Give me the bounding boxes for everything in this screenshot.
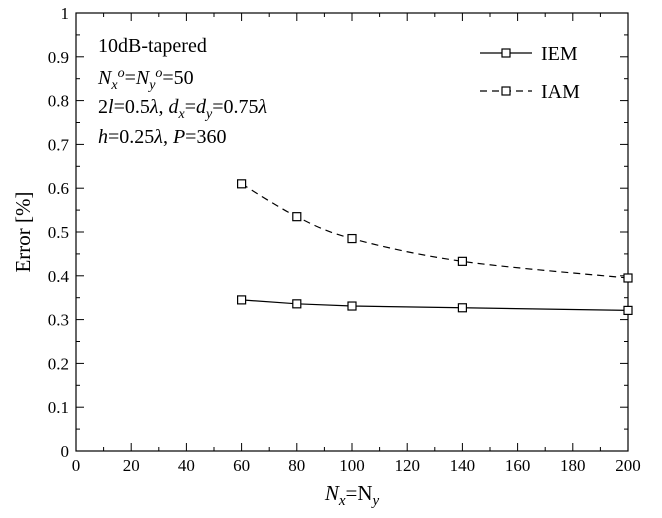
data-point-iem <box>623 305 633 316</box>
y-tick-label: 0.5 <box>48 223 69 242</box>
ann2-b-sup: o <box>155 66 162 81</box>
ann3-eq2: = <box>185 96 196 118</box>
annotation-line3: 2l=0.5λ, dx=dy=0.75λ <box>98 96 268 122</box>
legend-label-iem: IEM <box>541 43 578 65</box>
x-tick-label: 60 <box>233 456 250 475</box>
ann3-d2-sub: y <box>204 107 213 122</box>
x-label-eq: =N <box>346 481 373 505</box>
ann4-eq1: =0.25 <box>108 126 154 148</box>
ann3-l: l <box>108 96 114 118</box>
series-iam <box>237 179 633 283</box>
data-point-iam <box>292 212 302 222</box>
data-point-iem <box>237 295 247 305</box>
ann4-eq2: =360 <box>185 126 226 148</box>
series-iem <box>237 295 633 316</box>
ann3-comma: , <box>159 96 169 118</box>
legend: IEM IAM <box>480 43 580 103</box>
ann2-eq1: = <box>125 67 136 89</box>
y-tick-label: 0.1 <box>48 398 69 417</box>
ann2-b-sub: y <box>147 78 156 93</box>
y-axis-ticks <box>76 12 628 452</box>
y-tick-label: 0 <box>61 442 70 461</box>
series-layer <box>237 179 633 316</box>
ann4-lambda: λ <box>153 126 163 148</box>
annotation-line4: h=0.25λ, P=360 <box>98 126 226 148</box>
ann2-rest: =50 <box>162 67 193 89</box>
x-tick-label: 140 <box>450 456 476 475</box>
data-point-iam <box>347 233 357 244</box>
legend-marker-iam <box>501 86 511 96</box>
y-tick-label: 0.3 <box>48 311 69 330</box>
ann3-eq1: =0.5 <box>114 96 150 118</box>
ann4-comma: , <box>163 126 173 148</box>
x-tick-label: 160 <box>505 456 531 475</box>
y-tick-label: 0.4 <box>48 267 70 286</box>
x-tick-label: 80 <box>288 456 305 475</box>
x-axis-ticks <box>75 13 629 451</box>
x-label-sub1: x <box>338 493 346 509</box>
y-tick-label: 1 <box>61 4 70 23</box>
ann2-a-sup: o <box>118 66 125 81</box>
ann3-d1-sub: x <box>178 107 186 122</box>
data-point-iam <box>457 256 467 266</box>
ann4-p: P <box>172 126 185 148</box>
x-tick-label: 200 <box>615 456 641 475</box>
y-tick-label: 0.7 <box>48 135 70 154</box>
x-tick-label: 100 <box>339 456 365 475</box>
x-tick-label: 20 <box>123 456 140 475</box>
x-tick-label: 120 <box>394 456 420 475</box>
x-label-sub2: y <box>371 493 380 509</box>
ann4-h: h <box>98 126 108 148</box>
ann2-a: N <box>97 67 113 89</box>
x-label-n1: N <box>324 481 340 505</box>
y-tick-label: 0.2 <box>48 354 69 373</box>
x-axis-label: Nx=Ny <box>324 481 380 509</box>
data-point-iam <box>237 179 247 189</box>
data-point-iem <box>292 299 302 309</box>
y-axis-label: Error [%] <box>11 191 35 272</box>
ann2-b: N <box>135 67 151 89</box>
data-point-iam <box>623 273 633 283</box>
y-tick-label: 0.9 <box>48 48 69 67</box>
y-axis-tick-labels: 0 0.1 0.2 0.3 0.4 0.5 0.6 0.7 0.8 0.9 1 <box>48 4 70 461</box>
ann3-lambda1: λ <box>149 96 159 118</box>
x-tick-label: 180 <box>560 456 586 475</box>
ann3-d2: d <box>196 96 207 118</box>
annotation-line1: 10dB-tapered <box>98 35 207 57</box>
annotation-line2: Nxo=Nyo=50 <box>97 66 194 93</box>
ann3-lambda2: λ <box>258 96 268 118</box>
annotation-block: 10dB-tapered Nxo=Nyo=50 2l=0.5λ, dx=dy=0… <box>97 35 268 148</box>
data-point-iem <box>457 303 467 313</box>
series-line-iam <box>241 183 629 279</box>
legend-label-iam: IAM <box>541 81 580 103</box>
data-point-iem <box>347 301 357 311</box>
legend-marker-iem <box>501 48 511 58</box>
x-tick-label: 0 <box>72 456 81 475</box>
ann3-two: 2 <box>98 96 108 118</box>
ann2-a-sub: x <box>110 78 118 93</box>
y-tick-label: 0.8 <box>48 92 69 111</box>
ann3-eq3: =0.75 <box>212 96 258 118</box>
x-tick-label: 40 <box>178 456 195 475</box>
x-axis-tick-labels: 0 20 40 60 80 100 120 140 160 180 200 <box>72 456 641 475</box>
ann3-d1: d <box>169 96 180 118</box>
y-tick-label: 0.6 <box>48 179 69 198</box>
